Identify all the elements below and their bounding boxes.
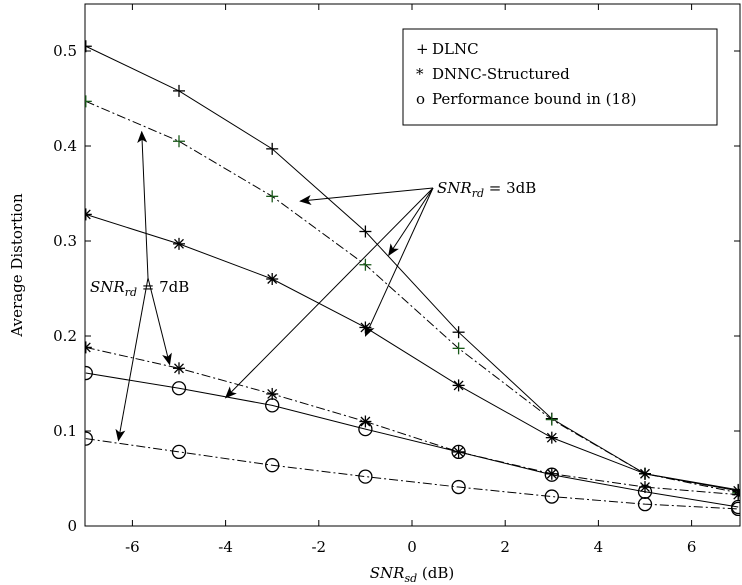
y-tick-label: 0.2 [53,327,77,345]
legend: + DLNC * DNNC-Structured o Performance bound … [402,28,718,126]
plus-marker [85,95,92,108]
series-line-5 [85,372,739,508]
series-layer [85,40,740,517]
star-marker [732,488,740,501]
annotation-arrow [299,187,434,205]
star-marker [452,379,465,392]
legend-box [402,28,718,126]
y-tick-label: 0 [67,517,77,535]
plus-marker [85,40,92,53]
series-markers-5 [85,365,740,515]
star-marker [545,431,558,444]
annotation-text: SNRrd = 3dB [437,179,536,200]
circle-marker [637,496,653,512]
annotation-text: SNRrd = 7dB [90,278,189,299]
x-tick-label: -6 [125,538,140,556]
annotation-bg [86,274,192,298]
circle-marker [451,444,466,460]
x-tick-label: 2 [500,538,510,556]
plus-marker [359,225,372,238]
legend-symbol: * [416,65,424,83]
x-tick-label: 0 [407,538,417,556]
annotation-arrow [137,130,149,279]
circle-marker [544,489,559,504]
plus-marker [173,84,185,97]
plus-marker [266,142,279,155]
series-markers-6 [85,431,740,517]
plus-marker [452,326,465,339]
star-marker [266,273,279,285]
y-axis-label: Average Distortion [8,193,26,338]
circle-marker [85,431,93,446]
circle-marker [85,365,93,381]
plus-marker [173,135,185,148]
circle-marker [171,381,187,396]
y-tick-label: 0.4 [53,137,77,155]
legend-symbol: + [416,40,429,58]
star-marker [85,341,92,354]
circle-marker [265,398,280,413]
star-marker [173,362,185,375]
annotation-arrow [364,187,434,337]
star-marker [173,237,185,250]
plus-marker [545,413,558,426]
circle-marker [265,458,280,473]
star-marker [359,415,372,428]
x-tick-label: -4 [218,538,233,556]
legend-label: DLNC [432,40,479,58]
y-tick-label: 0.5 [53,42,77,60]
circle-marker [731,501,740,517]
annotation-arrow [224,187,434,399]
star-marker [85,208,92,221]
series-line-1 [85,45,739,491]
plus-marker [359,258,372,271]
annotation-arrow [388,187,434,257]
circle-marker [358,421,373,437]
x-tick-label: 4 [594,538,604,556]
star-marker [639,467,651,480]
series-line-3 [85,213,739,492]
plus-marker [452,342,465,355]
circle-marker [171,444,187,460]
star-marker [545,467,558,480]
y-tick-label: 0.3 [53,232,77,250]
series-line-6 [85,438,739,510]
legend-symbol: o [416,90,425,108]
series-markers-3 [85,208,740,497]
x-tick-label: 6 [687,538,697,556]
series-line-4 [85,346,739,496]
legend-label: Performance bound in (18) [432,90,636,108]
series-line-2 [85,100,739,494]
y-tick-label: 0.1 [53,422,77,440]
x-axis-label: SNRsd (dB) [370,564,455,585]
plus-marker [266,190,279,203]
legend-label: DNNC-Structured [432,65,570,83]
star-marker [266,387,279,400]
circle-marker [451,479,466,495]
circle-marker [358,469,373,484]
x-tick-label: -2 [311,538,326,556]
annotation-arrow [147,277,172,366]
annotation-bg [433,175,539,199]
annotations-layer: SNRrd = 3dB SNRrd = 7dB [86,130,539,442]
annotation-arrow [115,277,149,442]
axis-ticks: -6 -4 -2 0 2 4 6 0 0.1 0.2 0.3 0.4 0.5 [53,4,740,556]
circle-marker [544,467,559,482]
